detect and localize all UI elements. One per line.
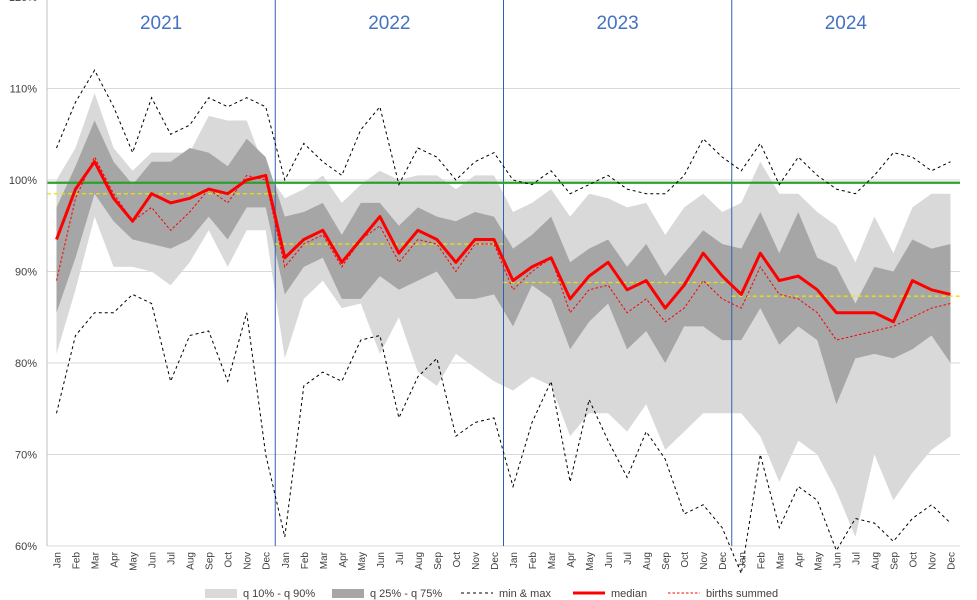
y-tick-label: 70% — [15, 450, 37, 462]
x-tick-label: Nov — [471, 552, 482, 570]
x-tick-label: Jun — [148, 552, 159, 568]
year-label: 2024 — [825, 13, 868, 34]
x-tick-label: Dec — [947, 552, 958, 570]
x-tick-label: Feb — [528, 552, 539, 570]
x-tick-label: Sep — [661, 552, 672, 570]
x-tick-label: Aug — [186, 552, 197, 570]
y-tick-label: 100% — [9, 175, 37, 187]
y-tick-label: 90% — [15, 267, 37, 279]
x-tick-label: Sep — [889, 552, 900, 570]
x-tick-label: Apr — [338, 551, 349, 567]
legend-label: q 10% - q 90% — [243, 588, 315, 600]
births-summed-polyline — [56, 155, 951, 341]
x-tick-label: Jan — [737, 552, 748, 568]
x-tick-label: Jul — [167, 552, 178, 565]
x-tick-label: Dec — [718, 552, 729, 570]
x-tick-label: Mar — [547, 551, 558, 569]
x-tick-label: Sep — [205, 552, 216, 570]
min-line — [56, 293, 951, 576]
x-tick-label: Aug — [642, 552, 653, 570]
x-axis-month-labels: Jan Feb Mar Apr May Jun Jul Aug Sep Oct Nov Dec Jan F… — [53, 551, 958, 571]
x-tick-label: Nov — [243, 552, 254, 570]
legend-swatch — [205, 589, 237, 598]
x-tick-label: May — [585, 552, 596, 571]
legend-label: q 25% - q 75% — [370, 588, 442, 600]
x-tick-label: Apr — [110, 551, 121, 567]
x-tick-label: Feb — [756, 552, 767, 570]
legend-label: median — [611, 588, 647, 600]
year-separators — [274, 0, 733, 546]
median-line — [55, 160, 951, 324]
x-tick-label: Apr — [566, 551, 577, 567]
x-tick-label: May — [357, 552, 368, 571]
x-tick-label: Oct — [452, 552, 463, 568]
y-tick-label: 120% — [9, 0, 37, 4]
x-tick-label: Jul — [623, 552, 634, 565]
x-tick-label: Jan — [281, 552, 292, 568]
legend-swatch — [332, 589, 364, 598]
y-tick-label: 80% — [15, 358, 37, 370]
x-tick-label: Aug — [414, 552, 425, 570]
x-tick-label: Nov — [699, 552, 710, 570]
legend: q 10% - q 90% q 25% - q 75% min & max media… — [205, 588, 778, 600]
x-tick-label: May — [813, 552, 824, 571]
x-tick-label: Oct — [908, 552, 919, 568]
x-tick-label: Mar — [775, 551, 786, 569]
x-tick-label: Jun — [604, 552, 615, 568]
x-tick-label: Oct — [224, 552, 235, 568]
x-tick-label: Jan — [509, 552, 520, 568]
year-label: 2023 — [596, 13, 638, 34]
legend-label: min & max — [499, 588, 551, 600]
year-label: 2021 — [140, 13, 182, 34]
x-tick-label: Jul — [851, 552, 862, 565]
y-tick-label: 60% — [15, 541, 37, 553]
min-max-lines — [56, 69, 951, 576]
x-tick-label: Mar — [319, 551, 330, 569]
x-tick-label: Nov — [928, 552, 939, 570]
x-tick-label: Feb — [300, 552, 311, 570]
x-tick-label: Jun — [376, 552, 387, 568]
median-polyline — [55, 160, 951, 324]
legend-label: births summed — [706, 588, 778, 600]
x-tick-label: Aug — [870, 552, 881, 570]
year-label: 2022 — [368, 13, 410, 34]
y-axis: 60% 70% 80% 90% 100% 110% 120% — [9, 0, 48, 553]
x-tick-label: Sep — [433, 552, 444, 570]
x-tick-label: Mar — [91, 551, 102, 569]
x-tick-label: Oct — [680, 552, 691, 568]
x-tick-label: Dec — [262, 552, 273, 570]
x-tick-label: May — [129, 552, 140, 571]
x-tick-label: Feb — [72, 552, 83, 570]
x-tick-label: Jul — [395, 552, 406, 565]
x-tick-label: Dec — [490, 552, 501, 570]
x-tick-label: Jan — [53, 552, 64, 568]
births-summed-line — [56, 155, 951, 341]
x-tick-label: Apr — [794, 551, 805, 567]
max-line — [56, 69, 951, 195]
y-tick-label: 110% — [10, 84, 38, 96]
x-tick-label: Jun — [832, 552, 843, 568]
year-labels: 2021 2022 2023 2024 — [140, 13, 867, 34]
